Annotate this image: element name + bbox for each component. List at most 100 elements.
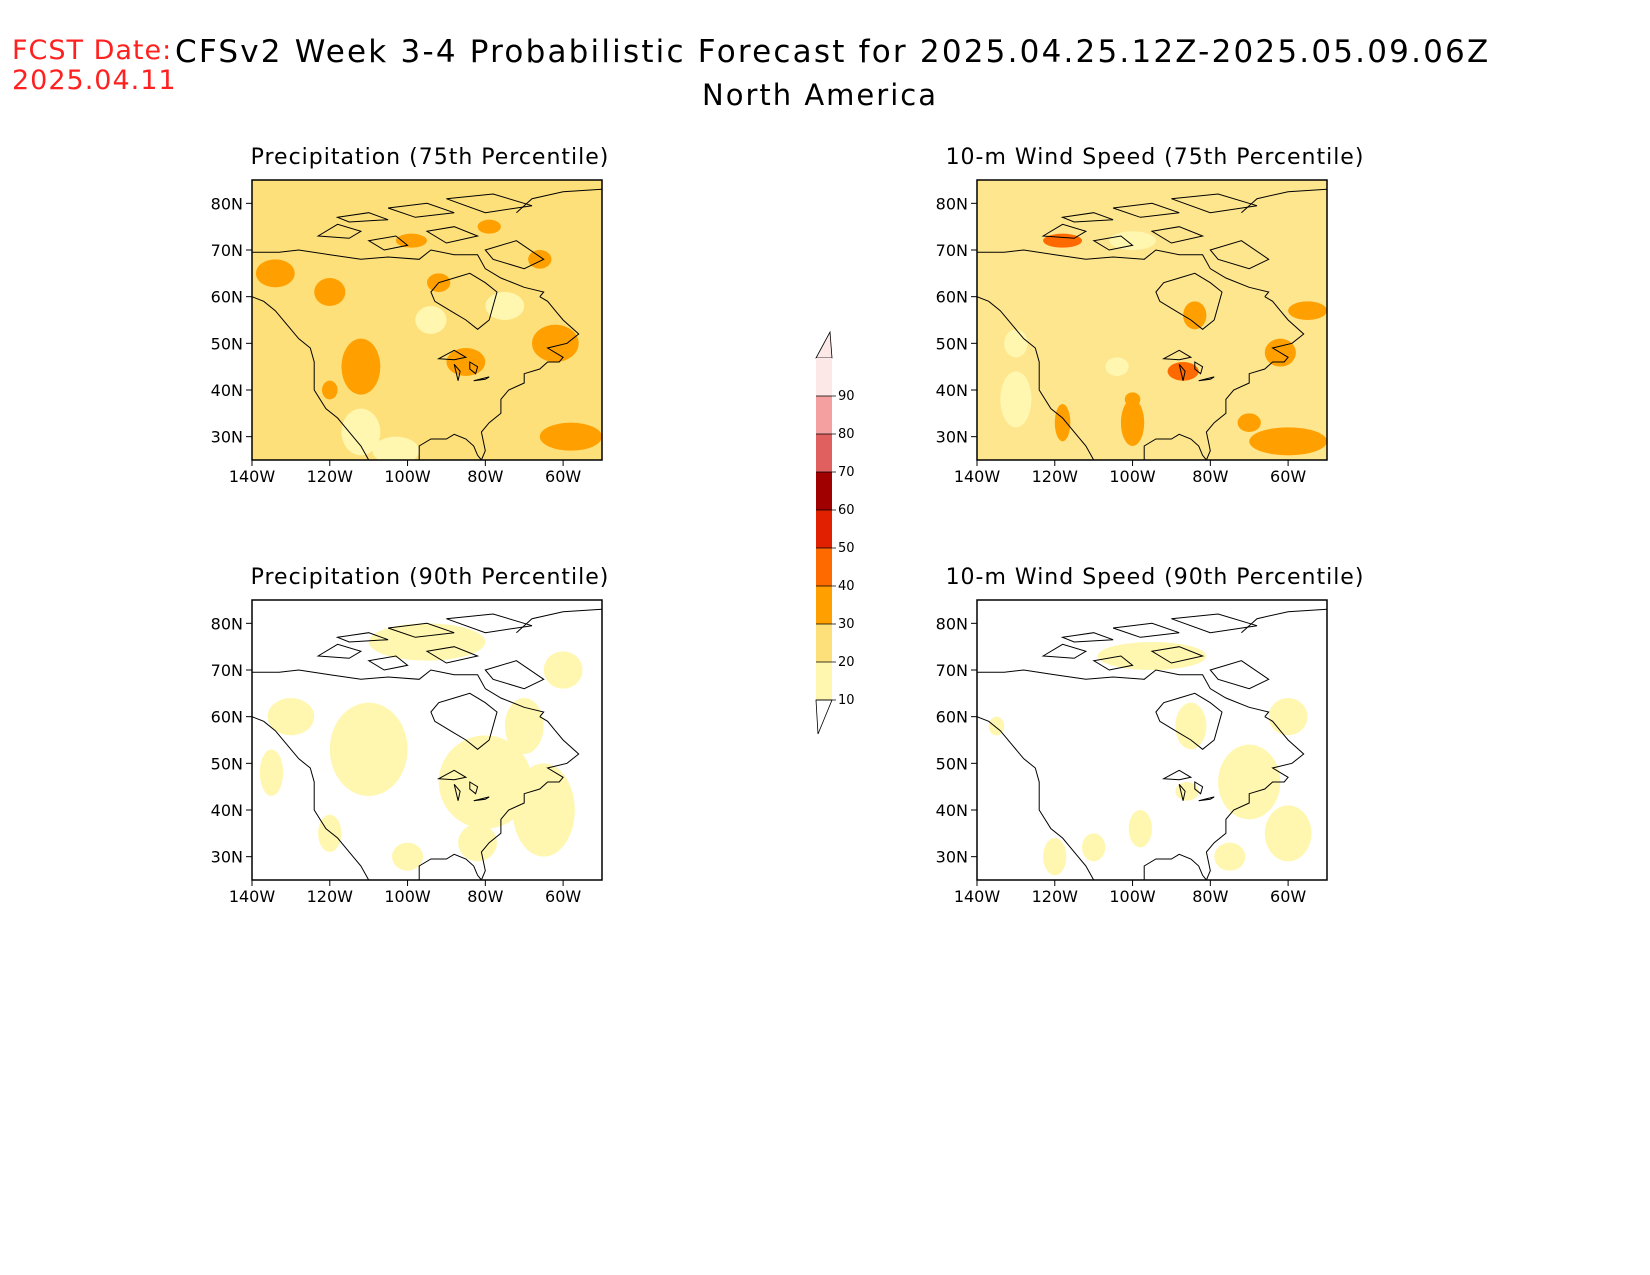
lon-tick-label: 120W: [1032, 887, 1079, 906]
map-plot: 80N 70N 60N 50N 40N 30N 140W 120W 100W 80W 60W: [211, 599, 603, 906]
probability-shading: [1268, 698, 1308, 736]
colorbar-label: 60: [838, 503, 855, 518]
lat-tick-label: 50N: [936, 334, 968, 353]
probability-shading: [1237, 413, 1261, 432]
coastline: [473, 376, 490, 382]
probability-shading: [329, 702, 408, 796]
probability-shading: [1043, 233, 1082, 248]
colorbar-swatch: [816, 548, 832, 586]
coastline: [480, 716, 580, 880]
probability-shading: [318, 814, 342, 852]
colorbar-label: 50: [838, 541, 855, 556]
probability-colorbar: 90 80 70 60 50 40 30 20 10: [815, 330, 855, 735]
panel-precipitation-90th: Precipitation (90th Percentile) 80N 70N 60…: [200, 565, 660, 945]
coastline: [1112, 622, 1180, 638]
probability-shading: [1054, 404, 1071, 442]
coastline: [436, 769, 468, 781]
lat-tick-label: 70N: [936, 661, 968, 680]
coastline: [484, 660, 545, 690]
lon-tick-label: 60W: [545, 887, 581, 906]
lat-tick-label: 80N: [936, 194, 968, 213]
coastline: [446, 193, 533, 214]
probability-shading: [1043, 838, 1067, 876]
coastline: [1198, 796, 1215, 802]
lat-tick-label: 60N: [211, 708, 243, 727]
probability-shading: [1183, 301, 1207, 330]
colorbar-label: 30: [838, 617, 855, 632]
lat-tick-label: 60N: [936, 708, 968, 727]
coastline: [473, 796, 490, 802]
coastline: [367, 235, 409, 251]
coastline: [1150, 646, 1205, 664]
colorbar-bottom-tip: [815, 699, 833, 735]
probability-shading: [1288, 301, 1327, 320]
colorbar-label: 40: [838, 579, 855, 594]
coastline: [1171, 193, 1258, 214]
lat-tick-label: 70N: [211, 241, 243, 260]
coastline: [1194, 781, 1204, 795]
lon-tick-label: 100W: [1109, 467, 1156, 486]
probability-shading: [477, 219, 501, 234]
colorbar-label: 90: [838, 389, 855, 404]
colorbar-label: 10: [838, 693, 855, 708]
map-frame: [976, 599, 1328, 881]
lon-tick-label: 80W: [467, 887, 503, 906]
lat-tick-label: 60N: [936, 288, 968, 307]
colorbar-swatch: [816, 472, 832, 510]
coastline: [436, 349, 468, 361]
probability-shading: [446, 348, 486, 376]
coastline: [453, 363, 461, 381]
coastline: [425, 646, 480, 664]
coastline: [387, 202, 455, 218]
lon-tick-label: 80W: [1192, 887, 1228, 906]
main-title: CFSv2 Week 3-4 Probabilistic Forecast fo…: [175, 34, 1491, 70]
coastline: [480, 296, 580, 460]
colorbar-swatch: [816, 434, 832, 472]
panel-precipitation-75th: Precipitation (75th Percentile) 80N 70N 60…: [200, 145, 660, 525]
map-frame: [976, 179, 1328, 461]
probability-shading: [528, 250, 552, 269]
coastline: [430, 272, 498, 330]
panel-title: Precipitation (75th Percentile): [250, 145, 610, 170]
colorbar-label: 80: [838, 427, 855, 442]
lon-tick-label: 140W: [954, 467, 1001, 486]
coastline: [1171, 613, 1258, 634]
lat-tick-label: 40N: [211, 801, 243, 820]
probability-shading: [1082, 833, 1106, 862]
coastline: [316, 223, 363, 239]
probability-shading: [1109, 231, 1156, 250]
colorbar-swatch: [816, 586, 832, 624]
coastline: [453, 783, 461, 801]
probability-shading: [341, 408, 381, 456]
colorbar-swatch: [816, 624, 832, 662]
lon-tick-label: 60W: [545, 467, 581, 486]
probability-shading: [543, 651, 583, 689]
lat-tick-label: 50N: [936, 754, 968, 773]
probability-shading: [395, 233, 427, 248]
lon-tick-label: 80W: [467, 467, 503, 486]
coastline: [1178, 783, 1186, 801]
lat-tick-label: 40N: [936, 801, 968, 820]
panel-title: Precipitation (90th Percentile): [250, 565, 610, 590]
probability-shading: [368, 623, 486, 661]
probability-shading: [504, 698, 544, 754]
colorbar-swatch: [816, 396, 832, 434]
probability-shading: [415, 306, 447, 334]
map-plot: 80N 70N 60N 50N 40N 30N 140W 120W 100W 80W 60W: [936, 179, 1328, 486]
lat-tick-label: 40N: [936, 381, 968, 400]
coastline: [367, 655, 409, 671]
probability-shading: [1124, 392, 1141, 407]
lat-tick-label: 70N: [936, 241, 968, 260]
probability-shading: [512, 763, 575, 857]
coastline: [316, 643, 363, 659]
lon-tick-label: 60W: [1270, 887, 1306, 906]
probability-shading: [485, 292, 525, 320]
coastline: [1241, 188, 1327, 214]
probability-shading: [259, 749, 284, 796]
panel-wind-speed-75th: 10-m Wind Speed (75th Percentile) 80N 70N…: [925, 145, 1385, 525]
lon-tick-label: 120W: [307, 887, 354, 906]
probability-shading: [1218, 744, 1281, 820]
lon-tick-label: 120W: [307, 467, 354, 486]
coastline: [430, 692, 498, 750]
lat-tick-label: 50N: [211, 334, 243, 353]
